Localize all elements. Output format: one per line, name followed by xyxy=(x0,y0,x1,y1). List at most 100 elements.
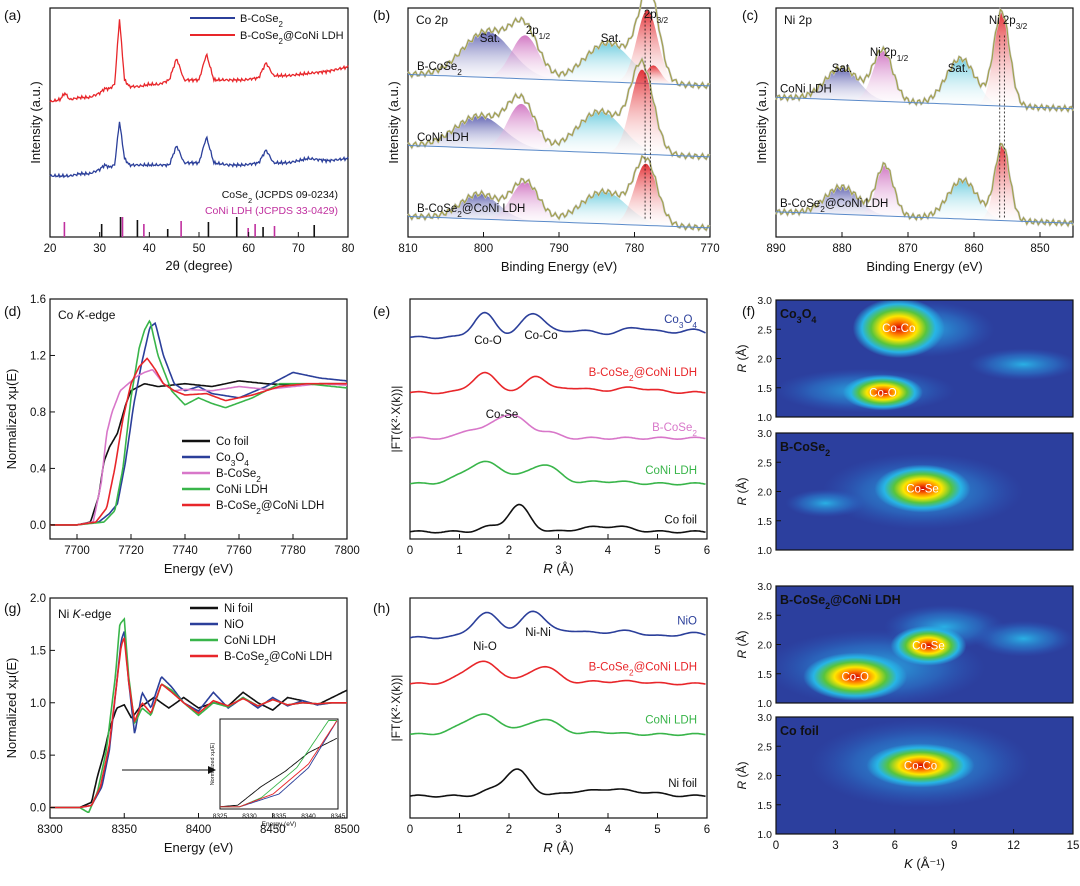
x-tick-label: 2 xyxy=(506,545,512,557)
x-tick-label: 3 xyxy=(555,545,561,557)
y-tick-label: 0.5 xyxy=(30,750,46,762)
ft-series-blue xyxy=(409,610,706,640)
wavelet-map-body xyxy=(776,300,1073,417)
wavelet-map-3: Co-Co Co foil 1.0 1.5 2.0 2.5 3.0 R (Å) 0 3 6 9 12 15… xyxy=(734,712,1079,871)
y-axis-label: Normalized xμ(E) xyxy=(4,658,19,759)
x-tick-label: 800 xyxy=(474,243,493,255)
x-tick-label: 8300 xyxy=(37,824,63,836)
x-tick-label: 40 xyxy=(143,243,156,255)
x-tick-label: 880 xyxy=(832,243,851,255)
xps-peak-fill xyxy=(776,67,1073,109)
x-axis-label: 2θ (degree) xyxy=(165,258,232,273)
x-tick-label: 50 xyxy=(193,243,206,255)
map-hotspot xyxy=(852,300,945,359)
y-tick-label: 1.0 xyxy=(757,829,772,841)
bond-label: Co-Co xyxy=(524,330,557,342)
ft-series-green xyxy=(409,460,706,486)
y-tick-label: 1.6 xyxy=(30,294,46,306)
x-tick-label: 70 xyxy=(292,243,305,255)
panel-e: Co3O4 B-CoSe2@CoNi LDH B-CoSe2 CoNi LDH Co f… xyxy=(373,298,710,576)
x-tick-label: 890 xyxy=(766,243,785,255)
ft-series-black xyxy=(409,768,706,798)
panel-letter: (a) xyxy=(4,7,21,23)
xps-baseline xyxy=(407,215,711,229)
ft-series-red xyxy=(409,371,706,395)
xps-sample-label: CoNi LDH xyxy=(417,132,469,144)
wavelet-map-body xyxy=(776,433,1073,550)
map-hotspot xyxy=(874,464,971,513)
panel-title: Ni K-edge xyxy=(58,607,112,621)
xanes-series-blue xyxy=(50,321,348,526)
panel-letter: (c) xyxy=(742,7,758,23)
x-tick-label: 20 xyxy=(44,243,57,255)
xanes-series-red xyxy=(50,357,347,526)
y-tick-label: 1.5 xyxy=(757,800,772,812)
x-tick-label: 4 xyxy=(605,545,612,557)
plot-frame xyxy=(775,7,1074,238)
xps-peak-fill xyxy=(408,10,710,86)
x-axis-label: R (Å) xyxy=(543,561,573,576)
xanes-series-black xyxy=(50,689,348,809)
y-tick-label: 1.5 xyxy=(30,645,46,657)
x-tick-label: 0 xyxy=(407,545,413,557)
x-tick-label: 4 xyxy=(605,824,612,836)
peak-label: Sat. xyxy=(601,33,621,45)
panel-letter: (d) xyxy=(4,303,21,319)
y-tick-label: 1.5 xyxy=(757,383,772,395)
map-haze xyxy=(785,489,866,518)
xps-sample-label: B-CoSe2 xyxy=(417,61,462,77)
y-axis-label: Intensity (a.u.) xyxy=(754,81,769,163)
y-tick-label: 2.0 xyxy=(757,354,772,366)
inset-x-label: Energy (eV) xyxy=(262,821,297,828)
y-axis-label: R (Å) xyxy=(734,477,749,505)
panel-h: NiO B-CoSe2@CoNi LDH CoNi LDH Ni foil Ni-O Ni… xyxy=(373,597,710,855)
y-tick-label: 2.5 xyxy=(757,324,772,336)
x-tick-label: 8450 xyxy=(260,824,286,836)
xps-fit-envelope xyxy=(407,57,711,161)
x-axis-label: K (Å⁻¹) xyxy=(904,856,945,871)
x-tick-label: 7800 xyxy=(334,545,360,557)
y-tick-label: 0.0 xyxy=(30,803,46,815)
x-tick-label: 8400 xyxy=(186,824,212,836)
x-tick-label: 6 xyxy=(704,824,710,836)
ft-series-green xyxy=(409,713,706,737)
x-tick-label: 9 xyxy=(951,840,957,852)
y-tick-label: 2.0 xyxy=(757,771,772,783)
peak-label: Sat. xyxy=(948,63,968,75)
panel-title: Co 2p xyxy=(416,13,448,27)
xanes-series-red xyxy=(50,637,347,809)
x-tick-label: 80 xyxy=(342,243,355,255)
map-title: B-CoSe2@CoNi LDH xyxy=(780,593,901,611)
x-tick-label: 6 xyxy=(704,545,710,557)
map-spot-label: Co-Se xyxy=(912,641,945,653)
peak-label: 2p3/2 xyxy=(644,9,669,25)
xanes-series-pink xyxy=(50,369,347,526)
y-tick-label: 1.5 xyxy=(757,516,772,528)
xps-peak-fill xyxy=(408,116,710,157)
x-tick-label: 7760 xyxy=(226,545,252,557)
panel-letter: (g) xyxy=(4,600,21,616)
x-tick-label: 7780 xyxy=(280,545,306,557)
bond-label: Co-Se xyxy=(486,409,519,421)
x-tick-label: 5 xyxy=(654,545,660,557)
inset-series xyxy=(220,720,338,808)
peak-label: Ni 2p1/2 xyxy=(870,47,909,63)
panel-title: Co K-edge xyxy=(58,308,116,322)
ft-series-pink xyxy=(409,413,706,441)
map-spot-label: Co-Co xyxy=(904,761,937,773)
bond-label: Co-O xyxy=(474,335,502,347)
peak-label: 2p1/2 xyxy=(526,25,551,41)
y-axis-label: |FT(K²·X(k))| xyxy=(389,386,403,453)
y-axis-label: Intensity (a.u.) xyxy=(28,81,43,163)
reference-label-coSe2: CoSe2 (JCPDS 09-0234) xyxy=(222,189,338,205)
panel-c: CoNi LDH B-CoSe2@CoNi LDH Sat. Ni 2p1/2 Sat.… xyxy=(742,7,1075,274)
inset-y-label: Normalized xμ(E) xyxy=(210,743,216,786)
map-hotspot xyxy=(890,625,967,666)
map-haze xyxy=(968,348,1073,381)
x-tick-label: 8500 xyxy=(334,824,360,836)
ft-series-label: CoNi LDH xyxy=(645,714,697,726)
panel-letter: (e) xyxy=(373,303,390,319)
xrd-series-red xyxy=(49,19,349,103)
x-tick-label: 5 xyxy=(654,824,660,836)
inset-tick-label: 8330 xyxy=(242,813,257,820)
